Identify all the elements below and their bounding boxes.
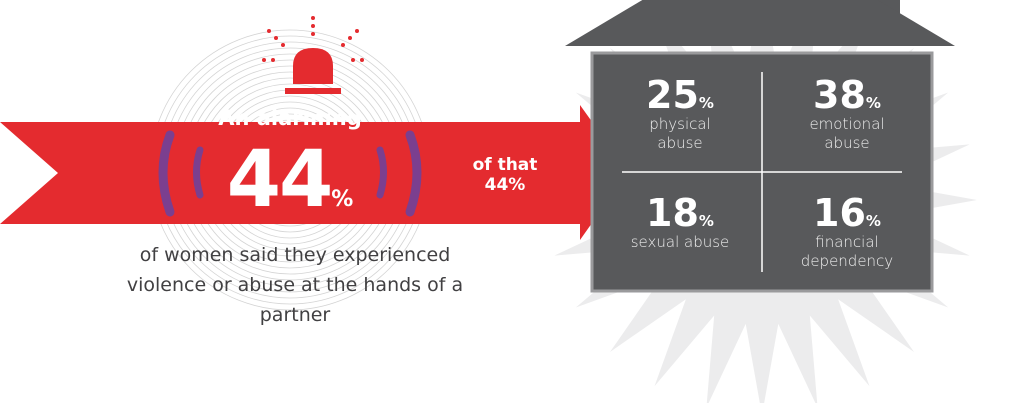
quadrant: 18%sexual abuse: [596, 193, 764, 252]
quadrant-figure: 25%: [596, 75, 764, 115]
quadrant-value: 25: [646, 73, 699, 117]
quadrant-figure: 18%: [596, 193, 764, 233]
unit: %: [331, 187, 353, 212]
quadrant-unit: %: [699, 212, 714, 230]
quadrant-unit: %: [866, 94, 881, 112]
caption: of women said they experienced violence …: [110, 240, 480, 330]
lead-text: An alarming: [190, 106, 390, 130]
quadrant-value: 18: [646, 191, 699, 235]
headline-number: 44%: [190, 135, 390, 225]
quadrant-figure: 38%: [763, 75, 931, 115]
quadrant: 25%physical abuse: [596, 75, 764, 153]
value: 44: [227, 135, 332, 225]
quadrant: 38%emotional abuse: [763, 75, 931, 153]
quadrant-figure: 16%: [763, 193, 931, 233]
quadrant-value: 38: [813, 73, 866, 117]
quadrant-label: physical abuse: [630, 115, 730, 153]
quadrant-unit: %: [699, 94, 714, 112]
arrow-line: of that: [460, 155, 550, 175]
arrow-line: 44%: [460, 175, 550, 195]
quadrant-value: 16: [813, 191, 866, 235]
quadrant-label: financial dependency: [797, 233, 897, 271]
infographic: An alarming 44% of women said they exper…: [0, 0, 1029, 403]
quadrant-unit: %: [866, 212, 881, 230]
quadrant-label: sexual abuse: [630, 233, 730, 252]
quadrant-label: emotional abuse: [797, 115, 897, 153]
quadrant: 16%financial dependency: [763, 193, 931, 271]
